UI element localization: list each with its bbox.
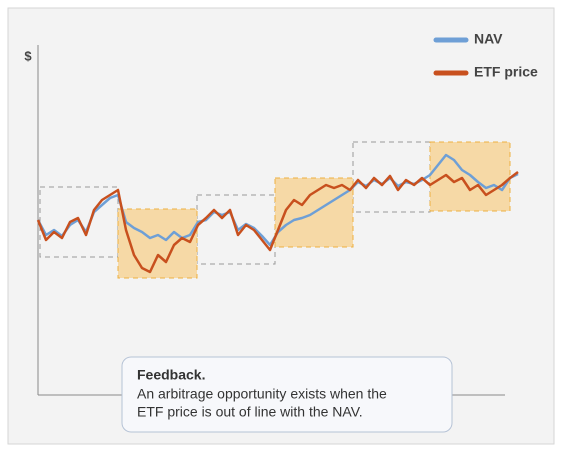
feedback-text: ETF price is out of line with the NAV. — [137, 404, 363, 420]
feedback-text: An arbitrage opportunity exists when the — [137, 386, 387, 402]
legend-label: NAV — [474, 31, 503, 47]
series-line — [36, 171, 519, 274]
feedback-box — [121, 356, 453, 433]
legend: NAV ETF price — [433, 31, 538, 80]
y-axis-label: $ — [24, 48, 32, 63]
legend-label: ETF price — [474, 64, 538, 80]
feedback-title: Feedback. — [137, 367, 205, 383]
highlight-boxes — [39, 141, 511, 279]
lines — [36, 153, 519, 274]
